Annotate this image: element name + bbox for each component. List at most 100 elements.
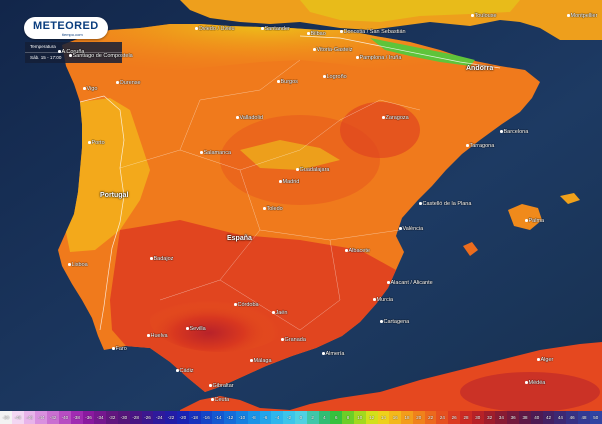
city-name: Almería <box>325 351 345 357</box>
legend-cell: 8 <box>342 411 354 424</box>
city-label: Cádiz <box>176 368 194 375</box>
legend-cell: -48 <box>11 411 24 424</box>
city-label: Murcia <box>373 297 394 304</box>
city-name: Ceuta <box>214 397 230 403</box>
city-dot-icon <box>387 281 390 284</box>
legend-cell: -22 <box>165 411 177 424</box>
city-label: Lisboa <box>68 262 88 269</box>
legend-cell: -44 <box>35 411 48 424</box>
legend-cell: 36 <box>507 411 520 424</box>
city-name: Salamanca <box>203 150 232 156</box>
city-name: Cartagena <box>383 319 410 325</box>
city-dot-icon <box>250 359 253 362</box>
city-label: Castelló de la Plana <box>419 201 471 208</box>
legend-cell: -34 <box>94 411 107 424</box>
legend-cell: 12 <box>365 411 378 424</box>
legend-cell: -30 <box>117 411 130 424</box>
city-name: Logroño <box>326 74 347 80</box>
pyrenees-green <box>370 38 475 66</box>
city-dot-icon <box>466 144 469 147</box>
legend-cell: -26 <box>141 411 154 424</box>
city-dot-icon <box>147 334 150 337</box>
north-yellow <box>62 24 470 96</box>
legend-cell: -20 <box>176 411 189 424</box>
city-label: Sevilla <box>186 326 206 333</box>
city-name: Córdoba <box>237 302 259 308</box>
city-dot-icon <box>399 227 402 230</box>
city-label: Guadalajara <box>296 167 330 174</box>
city-name: Jaén <box>275 310 288 316</box>
legend-cell: -38 <box>70 411 83 424</box>
border-france <box>299 35 501 69</box>
city-label: Alger <box>537 357 554 364</box>
city-label: Pamplona / Iruña <box>356 55 402 62</box>
city-name: Gibraltar <box>212 383 234 389</box>
city-label: Santander <box>261 26 290 33</box>
city-label: Faro <box>112 346 127 353</box>
city-label: Zaragoza <box>382 115 409 122</box>
legend-cell: 38 <box>519 411 531 424</box>
city-label: Santiago de Compostela <box>69 53 133 60</box>
city-dot-icon <box>116 81 119 84</box>
city-dot-icon <box>234 303 237 306</box>
city-label: Porto <box>88 140 105 147</box>
city-dot-icon <box>261 27 264 30</box>
city-label: Burgos <box>277 79 298 86</box>
city-label: Bilbao <box>307 31 326 38</box>
city-name: Santander <box>264 26 290 32</box>
legend-cell: -36 <box>82 411 95 424</box>
city-dot-icon <box>471 14 474 17</box>
legend-cell: -18 <box>188 411 201 424</box>
city-label: Oviedo / Uviéu <box>195 26 235 33</box>
city-name: Burgos <box>280 79 298 85</box>
city-label: Toledo <box>263 206 283 213</box>
portugal-yellow <box>66 98 150 252</box>
city-name: Murcia <box>376 297 394 303</box>
legend-cell: 22 <box>424 411 437 424</box>
city-dot-icon <box>307 32 310 35</box>
city-name: Málaga <box>253 358 272 364</box>
legend-cell: -50 <box>0 411 12 424</box>
city-label: Gibraltar <box>209 383 234 390</box>
legend-cell: 24 <box>436 411 449 424</box>
city-dot-icon <box>209 384 212 387</box>
legend-cell: 42 <box>542 411 555 424</box>
city-label: Cartagena <box>380 319 410 326</box>
city-label: Logroño <box>323 74 347 81</box>
city-dot-icon <box>525 381 528 384</box>
city-name: Alger <box>540 357 554 363</box>
logo-name: METEORED <box>33 20 99 32</box>
legend-cell: -40 <box>58 411 71 424</box>
city-label: Almería <box>322 351 345 358</box>
city-dot-icon <box>263 207 266 210</box>
city-name: Porto <box>91 140 105 146</box>
meteored-logo: METEORED tiempo.com <box>24 17 108 39</box>
city-name: Bilbao <box>310 31 326 37</box>
city-name: Pamplona / Iruña <box>359 55 402 61</box>
city-dot-icon <box>313 48 316 51</box>
city-label: Jaén <box>272 310 288 317</box>
city-name: Toledo <box>266 206 283 212</box>
legend-cell: 10 <box>353 411 366 424</box>
city-name: Badajoz <box>153 256 174 262</box>
city-dot-icon <box>281 338 284 341</box>
africa-hot <box>460 372 600 412</box>
legend-cell: -42 <box>47 411 59 424</box>
city-dot-icon <box>537 358 540 361</box>
city-name: Santiago de Compostela <box>72 53 133 59</box>
menorca <box>560 193 580 204</box>
city-dot-icon <box>500 130 503 133</box>
city-label: Valladolid <box>236 115 263 122</box>
legend-cell: -24 <box>153 411 166 424</box>
city-dot-icon <box>356 56 359 59</box>
legend-cell: 50 <box>589 411 602 424</box>
logo-subtitle: tiempo.com <box>62 32 83 37</box>
city-label: Ourense <box>116 80 141 87</box>
legend-cell: 34 <box>495 411 508 424</box>
city-name: Faro <box>115 346 127 352</box>
city-name: Guadalajara <box>299 167 330 173</box>
legend-cell: 6 <box>330 411 343 424</box>
city-name: Vitoria-Gasteiz <box>316 47 353 53</box>
city-name: Cádiz <box>179 368 194 374</box>
